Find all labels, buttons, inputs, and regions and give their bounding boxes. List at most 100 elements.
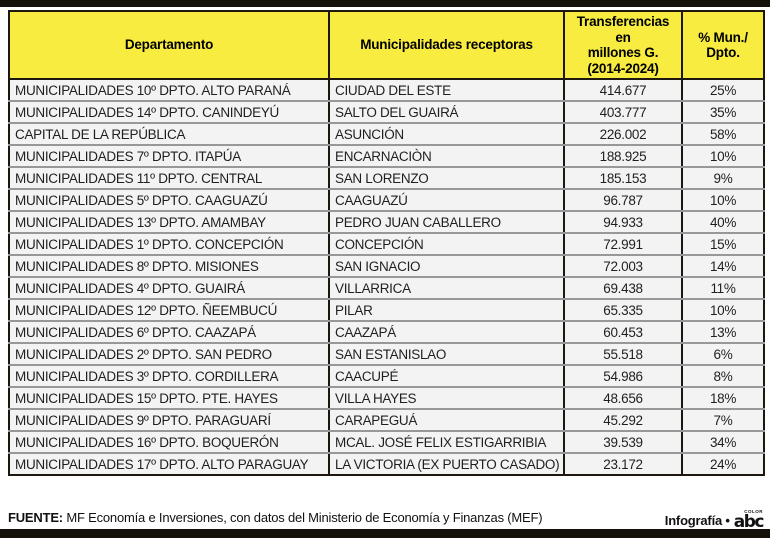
table-row: MUNICIPALIDADES 7º DPTO. ITAPÚA ENCARNAC… (8, 144, 765, 169)
table-row: MUNICIPALIDADES 8º DPTO. MISIONES SAN IG… (8, 254, 765, 279)
cell-porcentaje: 34% (681, 430, 765, 455)
cell-departamento: MUNICIPALIDADES 13º DPTO. AMAMBAY (8, 210, 330, 235)
cell-municipalidad: CIUDAD DEL ESTE (328, 78, 565, 103)
cell-municipalidad: PILAR (328, 298, 565, 323)
top-border-bar (0, 0, 770, 7)
footer: FUENTE: MF Economía e Inversiones, con d… (8, 509, 765, 532)
cell-transferencias: 23.172 (563, 452, 683, 477)
cell-departamento: CAPITAL DE LA REPÚBLICA (8, 122, 330, 147)
cell-departamento: MUNICIPALIDADES 8º DPTO. MISIONES (8, 254, 330, 279)
cell-porcentaje: 10% (681, 144, 765, 169)
table-row: MUNICIPALIDADES 11º DPTO. CENTRAL SAN LO… (8, 166, 765, 191)
cell-transferencias: 39.539 (563, 430, 683, 455)
cell-departamento: MUNICIPALIDADES 3º DPTO. CORDILLERA (8, 364, 330, 389)
header-porcentaje: % Mun./ Dpto. (681, 9, 765, 81)
cell-departamento: MUNICIPALIDADES 1º DPTO. CONCEPCIÓN (8, 232, 330, 257)
cell-transferencias: 48.656 (563, 386, 683, 411)
cell-municipalidad: CAAGUAZÚ (328, 188, 565, 213)
table-row: MUNICIPALIDADES 13º DPTO. AMAMBAY PEDRO … (8, 210, 765, 235)
table-row: MUNICIPALIDADES 10º DPTO. ALTO PARANÁ CI… (8, 78, 765, 103)
cell-porcentaje: 9% (681, 166, 765, 191)
cell-porcentaje: 40% (681, 210, 765, 235)
cell-municipalidad: SALTO DEL GUAIRÁ (328, 100, 565, 125)
cell-departamento: MUNICIPALIDADES 14º DPTO. CANINDEYÚ (8, 100, 330, 125)
cell-transferencias: 65.335 (563, 298, 683, 323)
cell-departamento: MUNICIPALIDADES 12º DPTO. ÑEEMBUCÚ (8, 298, 330, 323)
cell-transferencias: 72.003 (563, 254, 683, 279)
cell-transferencias: 96.787 (563, 188, 683, 213)
transfers-table-container: Departamento Municipalidades receptoras … (8, 9, 765, 477)
table-row: MUNICIPALIDADES 5º DPTO. CAAGUAZÚ CAAGUA… (8, 188, 765, 213)
bottom-border-bar (0, 529, 770, 538)
cell-departamento: MUNICIPALIDADES 6º DPTO. CAAZAPÁ (8, 320, 330, 345)
source-label: FUENTE: (8, 510, 63, 525)
table-row: MUNICIPALIDADES 14º DPTO. CANINDEYÚ SALT… (8, 100, 765, 125)
credit-text: Infografía • (664, 512, 730, 528)
cell-municipalidad: MCAL. JOSÉ FELIX ESTIGARRIBIA (328, 430, 565, 455)
cell-transferencias: 94.933 (563, 210, 683, 235)
cell-porcentaje: 25% (681, 78, 765, 103)
abc-logo: COLOR abc (733, 509, 765, 532)
cell-municipalidad: SAN LORENZO (328, 166, 565, 191)
table-row: MUNICIPALIDADES 3º DPTO. CORDILLERA CAAC… (8, 364, 765, 389)
abc-logo-text: abc (733, 511, 765, 532)
table-row: MUNICIPALIDADES 17º DPTO. ALTO PARAGUAY … (8, 452, 765, 477)
cell-departamento: MUNICIPALIDADES 5º DPTO. CAAGUAZÚ (8, 188, 330, 213)
cell-porcentaje: 13% (681, 320, 765, 345)
cell-porcentaje: 10% (681, 298, 765, 323)
cell-transferencias: 45.292 (563, 408, 683, 433)
infographic-credit: Infografía • COLOR abc (664, 509, 765, 532)
cell-departamento: MUNICIPALIDADES 4º DPTO. GUAIRÁ (8, 276, 330, 301)
cell-transferencias: 60.453 (563, 320, 683, 345)
cell-municipalidad: ASUNCIÓN (328, 122, 565, 147)
table-row: MUNICIPALIDADES 2º DPTO. SAN PEDRO SAN E… (8, 342, 765, 367)
cell-transferencias: 188.925 (563, 144, 683, 169)
table-row: MUNICIPALIDADES 6º DPTO. CAAZAPÁ CAAZAPÁ… (8, 320, 765, 345)
cell-municipalidad: CAAZAPÁ (328, 320, 565, 345)
cell-transferencias: 54.986 (563, 364, 683, 389)
cell-departamento: MUNICIPALIDADES 2º DPTO. SAN PEDRO (8, 342, 330, 367)
table-row: MUNICIPALIDADES 9º DPTO. PARAGUARÍ CARAP… (8, 408, 765, 433)
table-row: MUNICIPALIDADES 15º DPTO. PTE. HAYES VIL… (8, 386, 765, 411)
table-row: MUNICIPALIDADES 4º DPTO. GUAIRÁ VILLARRI… (8, 276, 765, 301)
header-municipalidades: Municipalidades receptoras (328, 9, 565, 81)
cell-municipalidad: CAACUPÉ (328, 364, 565, 389)
cell-departamento: MUNICIPALIDADES 17º DPTO. ALTO PARAGUAY (8, 452, 330, 477)
cell-porcentaje: 7% (681, 408, 765, 433)
cell-municipalidad: ENCARNACIÒN (328, 144, 565, 169)
cell-departamento: MUNICIPALIDADES 11º DPTO. CENTRAL (8, 166, 330, 191)
source-text: MF Economía e Inversiones, con datos del… (62, 510, 543, 525)
cell-municipalidad: SAN IGNACIO (328, 254, 565, 279)
cell-porcentaje: 10% (681, 188, 765, 213)
cell-transferencias: 55.518 (563, 342, 683, 367)
cell-porcentaje: 15% (681, 232, 765, 257)
source-note: FUENTE: MF Economía e Inversiones, con d… (8, 510, 543, 525)
abc-logo-subtext: COLOR (744, 509, 763, 514)
cell-transferencias: 69.438 (563, 276, 683, 301)
header-transferencias: Transferencias en millones G. (2014-2024… (563, 9, 683, 81)
header-departamento: Departamento (8, 9, 330, 81)
cell-porcentaje: 18% (681, 386, 765, 411)
cell-transferencias: 414.677 (563, 78, 683, 103)
cell-municipalidad: CONCEPCIÓN (328, 232, 565, 257)
table-row: MUNICIPALIDADES 1º DPTO. CONCEPCIÓN CONC… (8, 232, 765, 257)
cell-departamento: MUNICIPALIDADES 9º DPTO. PARAGUARÍ (8, 408, 330, 433)
cell-porcentaje: 8% (681, 364, 765, 389)
cell-municipalidad: VILLARRICA (328, 276, 565, 301)
cell-transferencias: 185.153 (563, 166, 683, 191)
cell-porcentaje: 24% (681, 452, 765, 477)
cell-transferencias: 226.002 (563, 122, 683, 147)
cell-municipalidad: PEDRO JUAN CABALLERO (328, 210, 565, 235)
cell-porcentaje: 58% (681, 122, 765, 147)
cell-departamento: MUNICIPALIDADES 10º DPTO. ALTO PARANÁ (8, 78, 330, 103)
cell-municipalidad: SAN ESTANISLAO (328, 342, 565, 367)
cell-porcentaje: 14% (681, 254, 765, 279)
table-header-row: Departamento Municipalidades receptoras … (8, 9, 765, 81)
cell-departamento: MUNICIPALIDADES 16º DPTO. BOQUERÓN (8, 430, 330, 455)
cell-transferencias: 72.991 (563, 232, 683, 257)
cell-municipalidad: LA VICTORIA (EX PUERTO CASADO) (328, 452, 565, 477)
cell-municipalidad: VILLA HAYES (328, 386, 565, 411)
cell-departamento: MUNICIPALIDADES 15º DPTO. PTE. HAYES (8, 386, 330, 411)
cell-departamento: MUNICIPALIDADES 7º DPTO. ITAPÚA (8, 144, 330, 169)
cell-porcentaje: 35% (681, 100, 765, 125)
